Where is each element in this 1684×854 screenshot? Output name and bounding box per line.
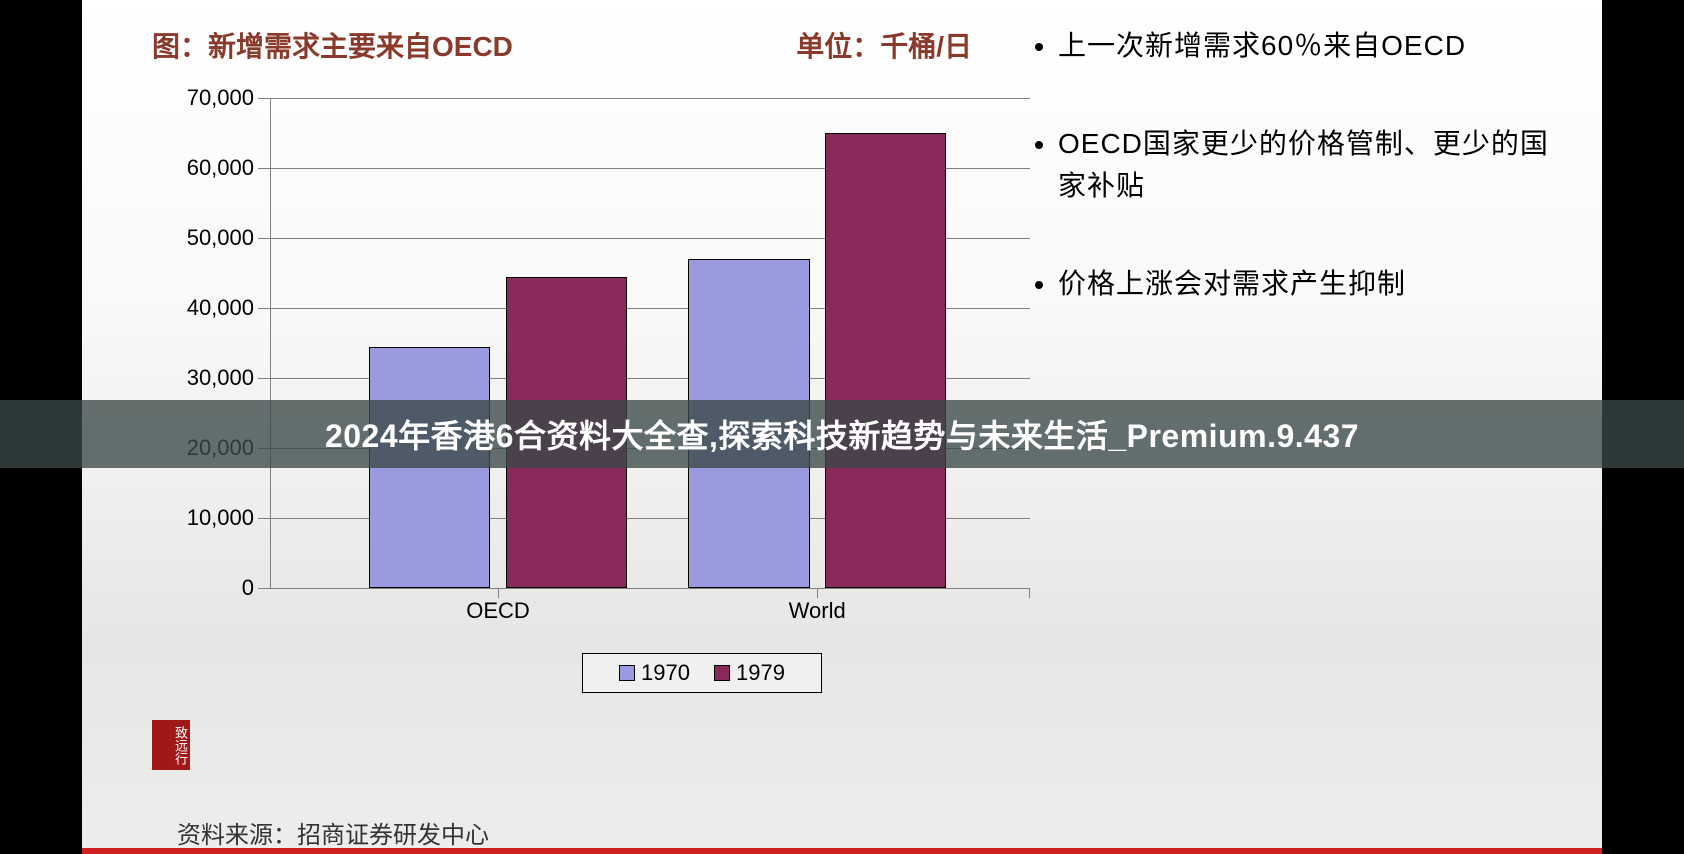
- bullet-item: OECD国家更少的价格管制、更少的国家补贴: [1058, 123, 1552, 207]
- legend-item-1970: 1970: [619, 660, 690, 686]
- legend-swatch-1970: [619, 665, 635, 681]
- bullet-item: 上一次新增需求60％来自OECD: [1058, 25, 1552, 67]
- title-row: 图：新增需求主要来自OECD 单位：千桶/日: [152, 25, 972, 65]
- legend-label: 1970: [641, 660, 690, 686]
- chart-area: 010,00020,00030,00040,00050,00060,00070,…: [152, 78, 1032, 718]
- x-tick: [498, 588, 499, 598]
- y-tick: [258, 308, 270, 309]
- bullet-list: 上一次新增需求60％来自OECD OECD国家更少的价格管制、更少的国家补贴 价…: [1022, 25, 1552, 361]
- y-tick: [258, 98, 270, 99]
- bullet-item: 价格上涨会对需求产生抑制: [1058, 263, 1552, 305]
- grid-line: [270, 588, 1030, 589]
- x-axis-label: OECD: [466, 598, 530, 624]
- y-axis-label: 0: [144, 575, 254, 601]
- y-axis: [270, 98, 271, 588]
- source-label: 资料来源：招商证券研发中心: [177, 815, 489, 850]
- y-tick: [258, 378, 270, 379]
- legend-swatch-1979: [714, 665, 730, 681]
- grid-line: [270, 98, 1030, 99]
- y-axis-label: 10,000: [144, 505, 254, 531]
- y-axis-label: 50,000: [144, 225, 254, 251]
- y-tick: [258, 588, 270, 589]
- chart-plot: 010,00020,00030,00040,00050,00060,00070,…: [270, 98, 1030, 588]
- x-tick: [817, 588, 818, 598]
- legend-label: 1979: [736, 660, 785, 686]
- y-axis-label: 40,000: [144, 295, 254, 321]
- legend-item-1979: 1979: [714, 660, 785, 686]
- seal-stamp: 致远行: [152, 720, 190, 770]
- chart-legend: 1970 1979: [582, 653, 822, 693]
- y-tick: [258, 168, 270, 169]
- chart-title-right: 单位：千桶/日: [796, 25, 972, 65]
- chart-title-left: 图：新增需求主要来自OECD: [152, 25, 513, 65]
- y-axis-label: 70,000: [144, 85, 254, 111]
- x-tick: [1029, 588, 1030, 598]
- y-tick: [258, 518, 270, 519]
- bottom-accent-bar: [82, 848, 1602, 854]
- y-axis-label: 60,000: [144, 155, 254, 181]
- overlay-banner: 2024年香港6合资料大全查,探索科技新趋势与未来生活_Premium.9.43…: [0, 400, 1684, 468]
- y-tick: [258, 238, 270, 239]
- y-axis-label: 30,000: [144, 365, 254, 391]
- bar-World-1979: [825, 133, 947, 588]
- x-axis-label: World: [789, 598, 846, 624]
